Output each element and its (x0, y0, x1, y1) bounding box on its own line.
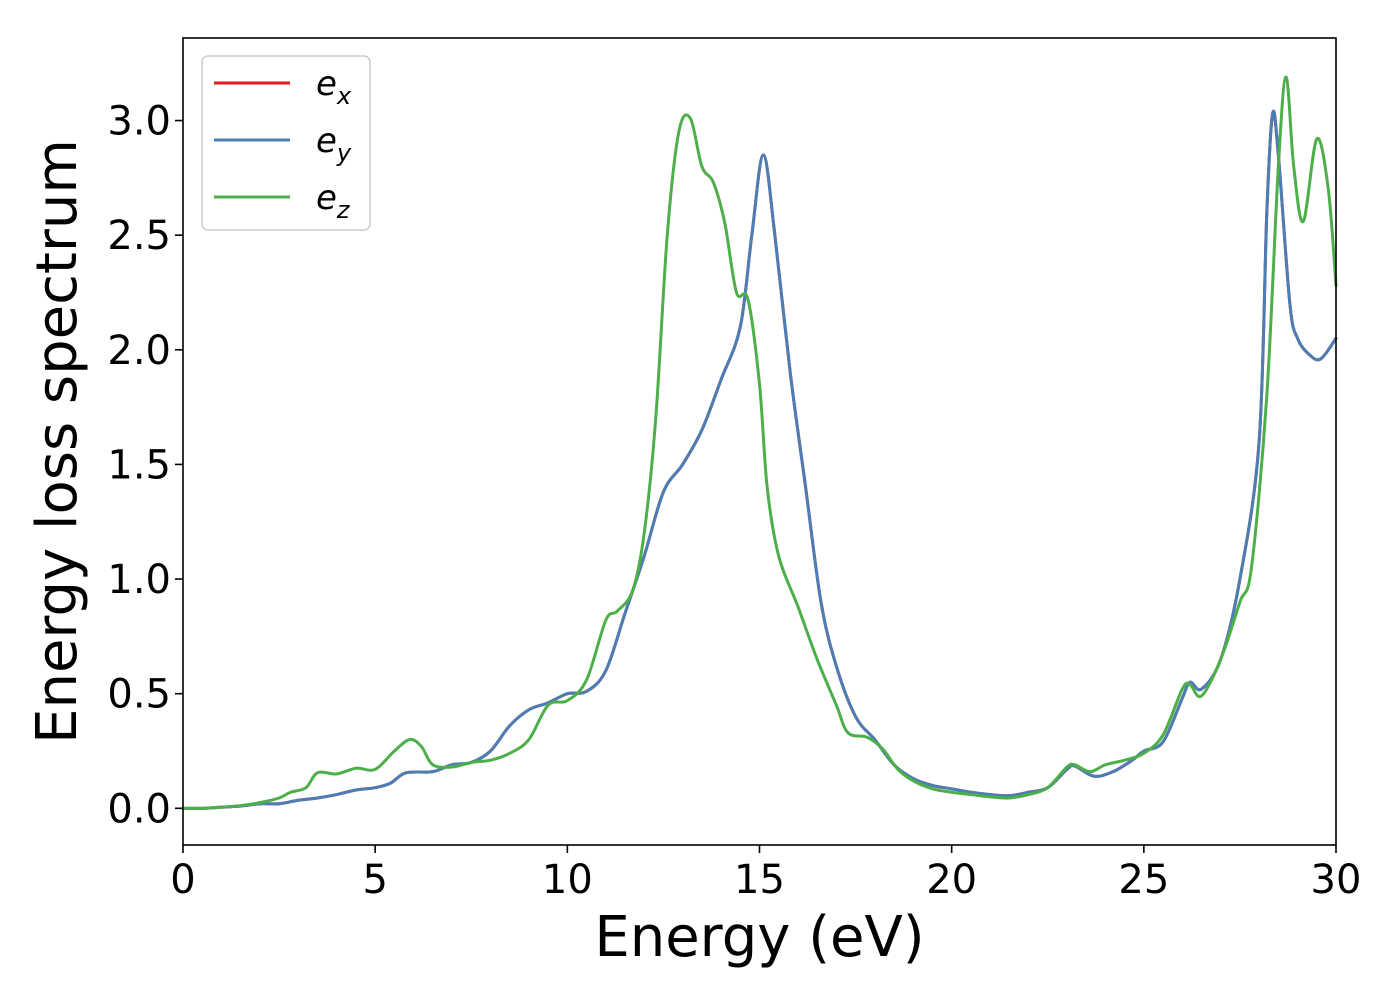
y-axis-ticks: 0.0 0.5 1.0 1.5 2.0 2.5 3.0 (107, 99, 183, 832)
x-tick-label: 15 (734, 857, 785, 903)
legend-label-y: ey (316, 121, 352, 167)
x-tick-label: 5 (362, 857, 387, 903)
series-layer (181, 75, 1338, 810)
y-tick-label: 0.5 (107, 672, 171, 718)
x-tick-label: 25 (1118, 857, 1169, 903)
y-axis-title: Energy loss spectrum (25, 139, 90, 744)
legend-box (201, 55, 371, 231)
legend-label-x: ex (316, 64, 352, 110)
series-line-z (181, 75, 1338, 810)
y-tick-label: 2.5 (107, 213, 171, 259)
x-tick-label: 30 (1311, 857, 1362, 903)
y-tick-label: 3.0 (107, 99, 171, 145)
legend: ex ey ez (201, 55, 371, 231)
y-tick-label: 1.5 (107, 442, 171, 488)
x-tick-label: 20 (926, 857, 977, 903)
y-tick-label: 1.0 (107, 557, 171, 603)
x-axis-ticks: 0 5 10 15 20 25 30 (170, 845, 1361, 903)
legend-label-z: ez (316, 178, 351, 224)
x-axis-title: Energy (eV) (594, 905, 924, 970)
x-tick-label: 0 (170, 857, 195, 903)
x-tick-label: 10 (542, 857, 593, 903)
y-tick-label: 0.0 (107, 786, 171, 832)
y-tick-label: 2.0 (107, 328, 171, 374)
